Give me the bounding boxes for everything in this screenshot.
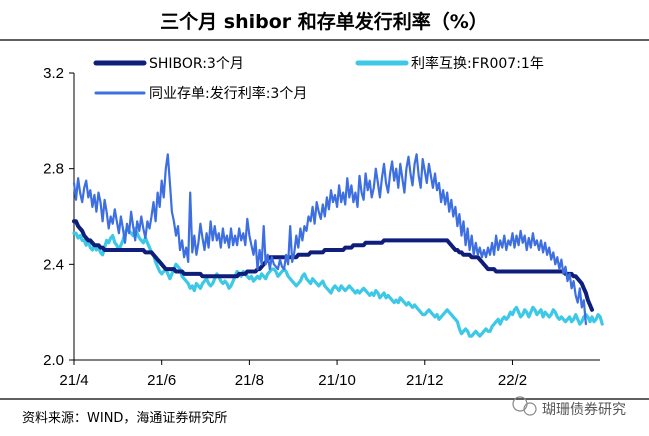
y-tick-label: 3.2 — [43, 65, 64, 82]
chart-title: 三个月 shibor 和存单发行利率（%） — [160, 10, 488, 33]
wechat-icon-bubble — [523, 402, 537, 416]
series-line-3 — [72, 153, 588, 326]
series-line-1 — [72, 219, 594, 312]
watermark-text: 瑚珊债券研究 — [542, 402, 626, 418]
y-tick-label: 2.8 — [43, 161, 64, 178]
y-tick-label: 2.0 — [43, 352, 64, 369]
series-line-2 — [72, 226, 604, 338]
x-tick-label: 21/4 — [59, 372, 88, 389]
legend-label-2: 利率互换:FR007:1年 — [411, 55, 544, 72]
x-tick-label: 21/8 — [235, 372, 264, 389]
legend-label-3: 同业存单:发行利率:3个月 — [149, 85, 307, 102]
x-ticks: 21/4 21/6 21/8 21/10 21/12 22/2 — [59, 360, 527, 389]
y-ticks: 2.0 2.4 2.8 3.2 — [43, 65, 74, 369]
y-tick-label: 2.4 — [43, 256, 64, 273]
series-lines — [72, 153, 604, 338]
x-tick-label: 21/10 — [318, 372, 356, 389]
legend-label-1: SHIBOR:3个月 — [149, 56, 244, 72]
x-tick-label: 21/12 — [406, 372, 444, 389]
x-tick-label: 22/2 — [498, 372, 527, 389]
source-note: 资料来源：WIND，海通证券研究所 — [22, 410, 227, 426]
x-tick-label: 21/6 — [147, 372, 176, 389]
watermark: 瑚珊债券研究 — [512, 396, 626, 418]
